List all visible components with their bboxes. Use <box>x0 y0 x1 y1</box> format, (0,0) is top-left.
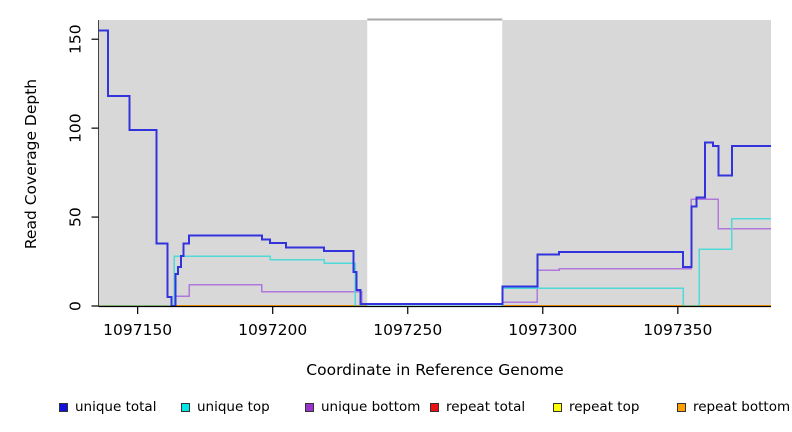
legend-label: repeat bottom <box>693 399 791 415</box>
legend-item-unique-total: unique total <box>59 399 156 415</box>
x-tick-label: 1097300 <box>508 321 577 339</box>
legend-swatch-unique-top <box>181 402 190 412</box>
y-tick-label: 0 <box>67 301 85 311</box>
legend-swatch-repeat-top <box>553 402 562 412</box>
y-tick-label: 150 <box>67 24 85 54</box>
legend-swatch-unique-bottom <box>305 402 314 412</box>
y-axis-title: Read Coverage Depth <box>22 78 40 250</box>
legend-item-repeat-top: repeat top <box>553 399 639 415</box>
legend-swatch-unique-total <box>59 402 68 412</box>
x-tick-label: 1097200 <box>238 321 307 339</box>
legend: unique total unique top unique bottom repea… <box>0 399 792 421</box>
legend-label: unique total <box>75 399 157 415</box>
legend-swatch-repeat-bottom <box>677 402 686 412</box>
x-tick-label: 1097250 <box>373 321 442 339</box>
legend-label: unique bottom <box>321 399 421 415</box>
gap-region <box>367 18 503 306</box>
legend-item-unique-bottom: unique bottom <box>305 399 420 415</box>
y-tick-label: 100 <box>67 113 85 143</box>
legend-item-repeat-total: repeat total <box>430 399 525 415</box>
legend-item-unique-top: unique top <box>181 399 270 415</box>
legend-item-repeat-bottom: repeat bottom <box>677 399 790 415</box>
legend-label: unique top <box>197 399 270 415</box>
x-axis-title: Coordinate in Reference Genome <box>306 361 564 379</box>
x-tick-label: 1097350 <box>643 321 712 339</box>
x-tick-label: 1097150 <box>103 321 172 339</box>
series-unique-total-line <box>98 29 771 307</box>
y-tick-label: 50 <box>67 207 85 227</box>
legend-swatch-repeat-total <box>430 402 439 412</box>
legend-label: repeat total <box>446 399 526 415</box>
legend-label: repeat top <box>569 399 640 415</box>
